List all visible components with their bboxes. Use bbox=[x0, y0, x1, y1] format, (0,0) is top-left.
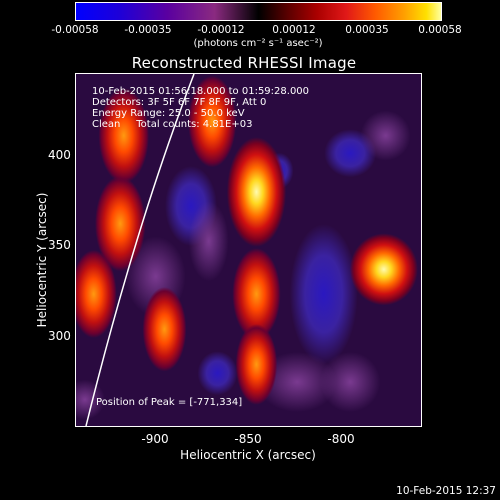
y-tick-label: 300 bbox=[48, 329, 71, 343]
plot-title: Reconstructed RHESSI Image bbox=[131, 54, 357, 72]
background-region bbox=[197, 351, 238, 396]
y-axis-label: Heliocentric Y (arcsec) bbox=[35, 192, 49, 328]
colorbar bbox=[75, 2, 442, 21]
colorbar-units: (photons cm⁻² s⁻¹ asec⁻²) bbox=[193, 38, 323, 49]
solar-limb-line bbox=[85, 74, 195, 426]
emission-source bbox=[142, 287, 187, 372]
emission-source bbox=[232, 248, 281, 340]
timestamp: 10-Feb-2015 12:37 bbox=[396, 485, 496, 497]
x-tick-label: -850 bbox=[234, 432, 262, 446]
image-plot bbox=[75, 73, 422, 427]
y-tick-label: 400 bbox=[48, 148, 71, 162]
colorbar-tick: -0.00035 bbox=[124, 24, 172, 36]
emission-source bbox=[95, 176, 146, 272]
heatmap bbox=[76, 74, 421, 426]
emission-source bbox=[235, 324, 278, 405]
info-panel: 10-Feb-2015 01:56:18.000 to 01:59:28.000… bbox=[92, 86, 309, 130]
info-detectors: Detectors: 3F 5F 6F 7F 8F 9F, Att 0 bbox=[92, 97, 267, 108]
emission-source bbox=[188, 75, 237, 168]
info-time: 10-Feb-2015 01:56:18.000 to 01:59:28.000 bbox=[92, 86, 310, 97]
info-energy: Energy Range: 25.0 - 50.0 keV bbox=[92, 108, 245, 119]
x-tick-label: -900 bbox=[141, 432, 169, 446]
x-axis-label: Heliocentric X (arcsec) bbox=[180, 448, 316, 462]
background-region bbox=[76, 379, 105, 420]
colorbar-tick: 0.00058 bbox=[418, 24, 462, 36]
colorbar-tick: 0.00035 bbox=[345, 24, 389, 36]
info-clean: Clean Total counts: 4.81E+03 bbox=[92, 119, 253, 130]
y-tick-label: 350 bbox=[48, 238, 71, 252]
emission-source bbox=[98, 88, 149, 184]
colorbar-tick: -0.00058 bbox=[51, 24, 99, 36]
background-region bbox=[188, 201, 229, 282]
background-region bbox=[289, 224, 358, 364]
x-tick-label: -800 bbox=[327, 432, 355, 446]
emission-source bbox=[76, 250, 117, 338]
emission-source bbox=[226, 137, 287, 247]
emission-source bbox=[349, 233, 418, 306]
colorbar-tick: -0.00012 bbox=[197, 24, 245, 36]
peak-position-label: Position of Peak = [-771,334] bbox=[96, 397, 243, 408]
background-region bbox=[320, 352, 381, 412]
colorbar-tick: 0.00012 bbox=[272, 24, 316, 36]
background-region bbox=[360, 110, 411, 161]
